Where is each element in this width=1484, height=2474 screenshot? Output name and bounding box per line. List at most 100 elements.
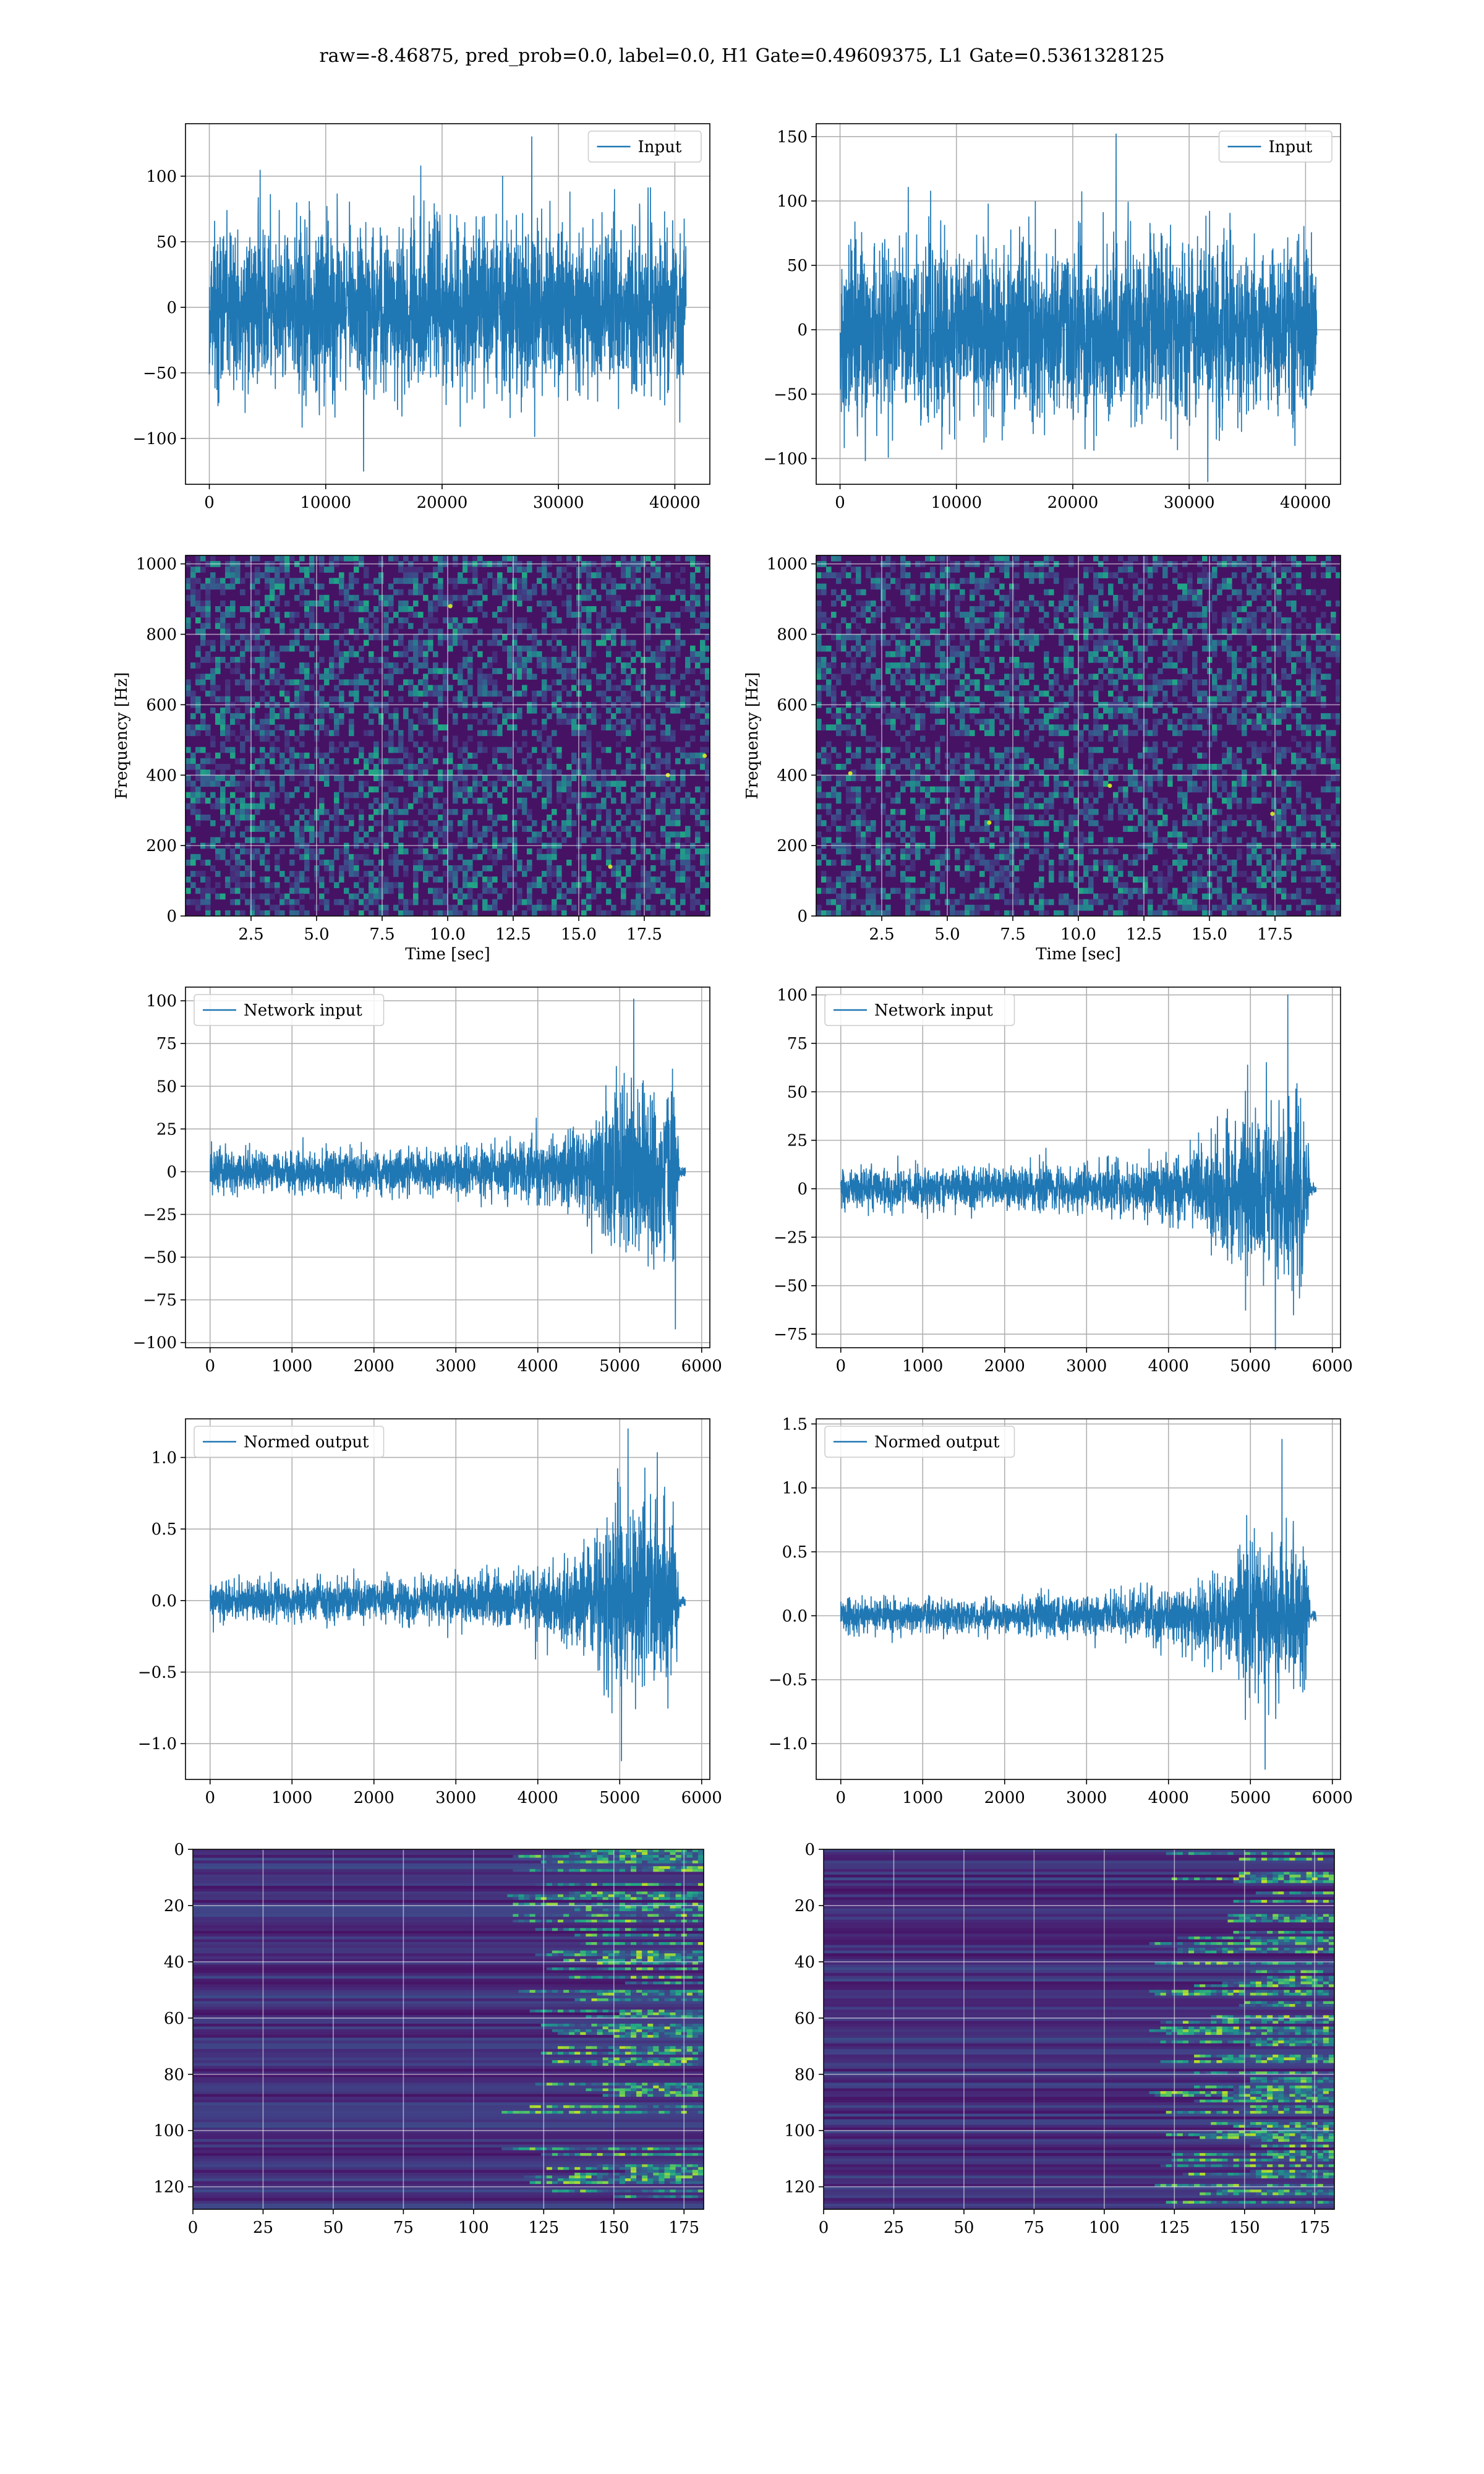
spectrogram-cell (925, 815, 931, 821)
spectrogram-cell (260, 876, 265, 883)
spectrogram-cell (448, 668, 453, 674)
spectrogram-cell (650, 882, 656, 888)
spectrogram-cell (675, 871, 681, 877)
spectrogram-cell (1059, 820, 1064, 826)
x-tick-label: 0 (204, 494, 215, 512)
spectrogram-cell (463, 786, 468, 793)
spectrogram-cell (403, 600, 409, 607)
spectrogram-cell (900, 713, 906, 719)
spectrogram-cell (871, 685, 876, 691)
spectrogram-cell (373, 786, 379, 793)
x-tick-label: 10000 (300, 494, 351, 512)
spectrogram-cell (641, 815, 646, 821)
spectrogram-cell (905, 708, 911, 714)
spectrogram-cell (1064, 876, 1069, 883)
spectrogram-cell (586, 792, 592, 798)
spectrogram-cell (566, 899, 572, 905)
spectrogram-cell (1034, 904, 1039, 911)
spectrogram-cell (950, 826, 955, 832)
spectrogram-cell (876, 668, 881, 674)
spectrogram-cell (616, 876, 621, 883)
y-tick-label: 600 (146, 696, 177, 714)
spectrogram-cell (1088, 837, 1094, 844)
spectrogram-cell (467, 888, 473, 894)
spectrogram-cell (1054, 724, 1059, 730)
spectrogram-cell (364, 781, 369, 787)
spectrogram-cell (319, 803, 325, 810)
spectrogram-cell (319, 719, 325, 725)
spectrogram-cell (334, 820, 339, 826)
spectrogram-cell (299, 831, 305, 838)
spectrogram-cell (866, 888, 871, 894)
spectrogram-cell (974, 781, 980, 787)
spectrogram-cell (581, 640, 587, 646)
spectrogram-cell (636, 808, 641, 815)
spectrogram-cell (571, 797, 577, 804)
spectrogram-cell (517, 668, 522, 674)
spectrogram-cell (621, 634, 626, 641)
spectrogram-cell (660, 826, 666, 832)
spectrogram-cell (1083, 797, 1089, 804)
spectrogram-cell (974, 752, 980, 759)
spectrogram-cell (1039, 617, 1044, 623)
spectrogram-cell (856, 871, 861, 877)
spectrogram-cell (359, 752, 364, 759)
spectrogram-cell (989, 803, 995, 810)
spectrogram-cell (1078, 679, 1084, 686)
spectrogram-cell (527, 674, 532, 680)
spectrogram-cell (955, 820, 960, 826)
spectrogram-cell (205, 690, 211, 697)
axes-frame (185, 123, 710, 485)
spectrogram-cell (989, 831, 995, 838)
spectrogram-cell (542, 741, 547, 748)
spectrogram-cell (935, 826, 940, 832)
spectrogram-cell (665, 645, 671, 652)
spectrogram-cell (905, 674, 911, 680)
spectrogram-cell (339, 713, 344, 719)
spectrogram-cell (552, 848, 557, 855)
spectrogram-cell (1088, 600, 1094, 607)
spectrogram-cell (250, 708, 255, 714)
spectrogram-cell (487, 808, 493, 815)
spectrogram-cell (492, 578, 498, 584)
spectrogram-cell (816, 820, 822, 826)
spectrogram-cell (994, 859, 1000, 866)
spectrogram-cell (695, 651, 701, 657)
spectrogram-cell (960, 893, 965, 900)
spectrogram-cell (299, 645, 305, 652)
spectrogram-cell (556, 769, 562, 776)
spectrogram-cell (289, 910, 295, 917)
spectrogram-cell (235, 820, 241, 826)
spectrogram-cell (186, 803, 191, 810)
spectrogram-cell (871, 555, 876, 562)
spectrogram-cell (418, 758, 424, 764)
spectrogram-cell (1034, 696, 1039, 703)
spectrogram-cell (915, 747, 921, 753)
spectrogram-cell (270, 651, 275, 657)
spectrogram-cell (999, 594, 1005, 601)
spectrogram-cell (542, 690, 547, 697)
spectrogram-cell (970, 589, 975, 596)
spectrogram-cell (373, 578, 379, 584)
spectrogram-cell (364, 764, 369, 770)
spectrogram-cell (1009, 640, 1015, 646)
spectrogram-cell (970, 865, 975, 871)
spectrogram-cell (890, 747, 896, 753)
spectrogram-cell (1004, 899, 1010, 905)
spectrogram-cell (1068, 617, 1074, 623)
spectrogram-cell (225, 747, 231, 753)
spectrogram-cell (621, 730, 626, 737)
spectrogram-cell (606, 651, 612, 657)
spectrogram-cell (566, 781, 572, 787)
spectrogram-cell (547, 572, 552, 578)
spectrogram-cell (1039, 578, 1044, 584)
spectrogram-cell (616, 606, 621, 612)
spectrogram-cell (561, 685, 567, 691)
spectrogram-cell (561, 657, 567, 663)
spectrogram-cell (974, 786, 980, 793)
spectrogram-cell (334, 808, 339, 815)
spectrogram-cell (846, 893, 851, 900)
spectrogram-cell (1049, 815, 1054, 821)
spectrogram-cell (542, 747, 547, 753)
spectrogram-cell (1059, 685, 1064, 691)
